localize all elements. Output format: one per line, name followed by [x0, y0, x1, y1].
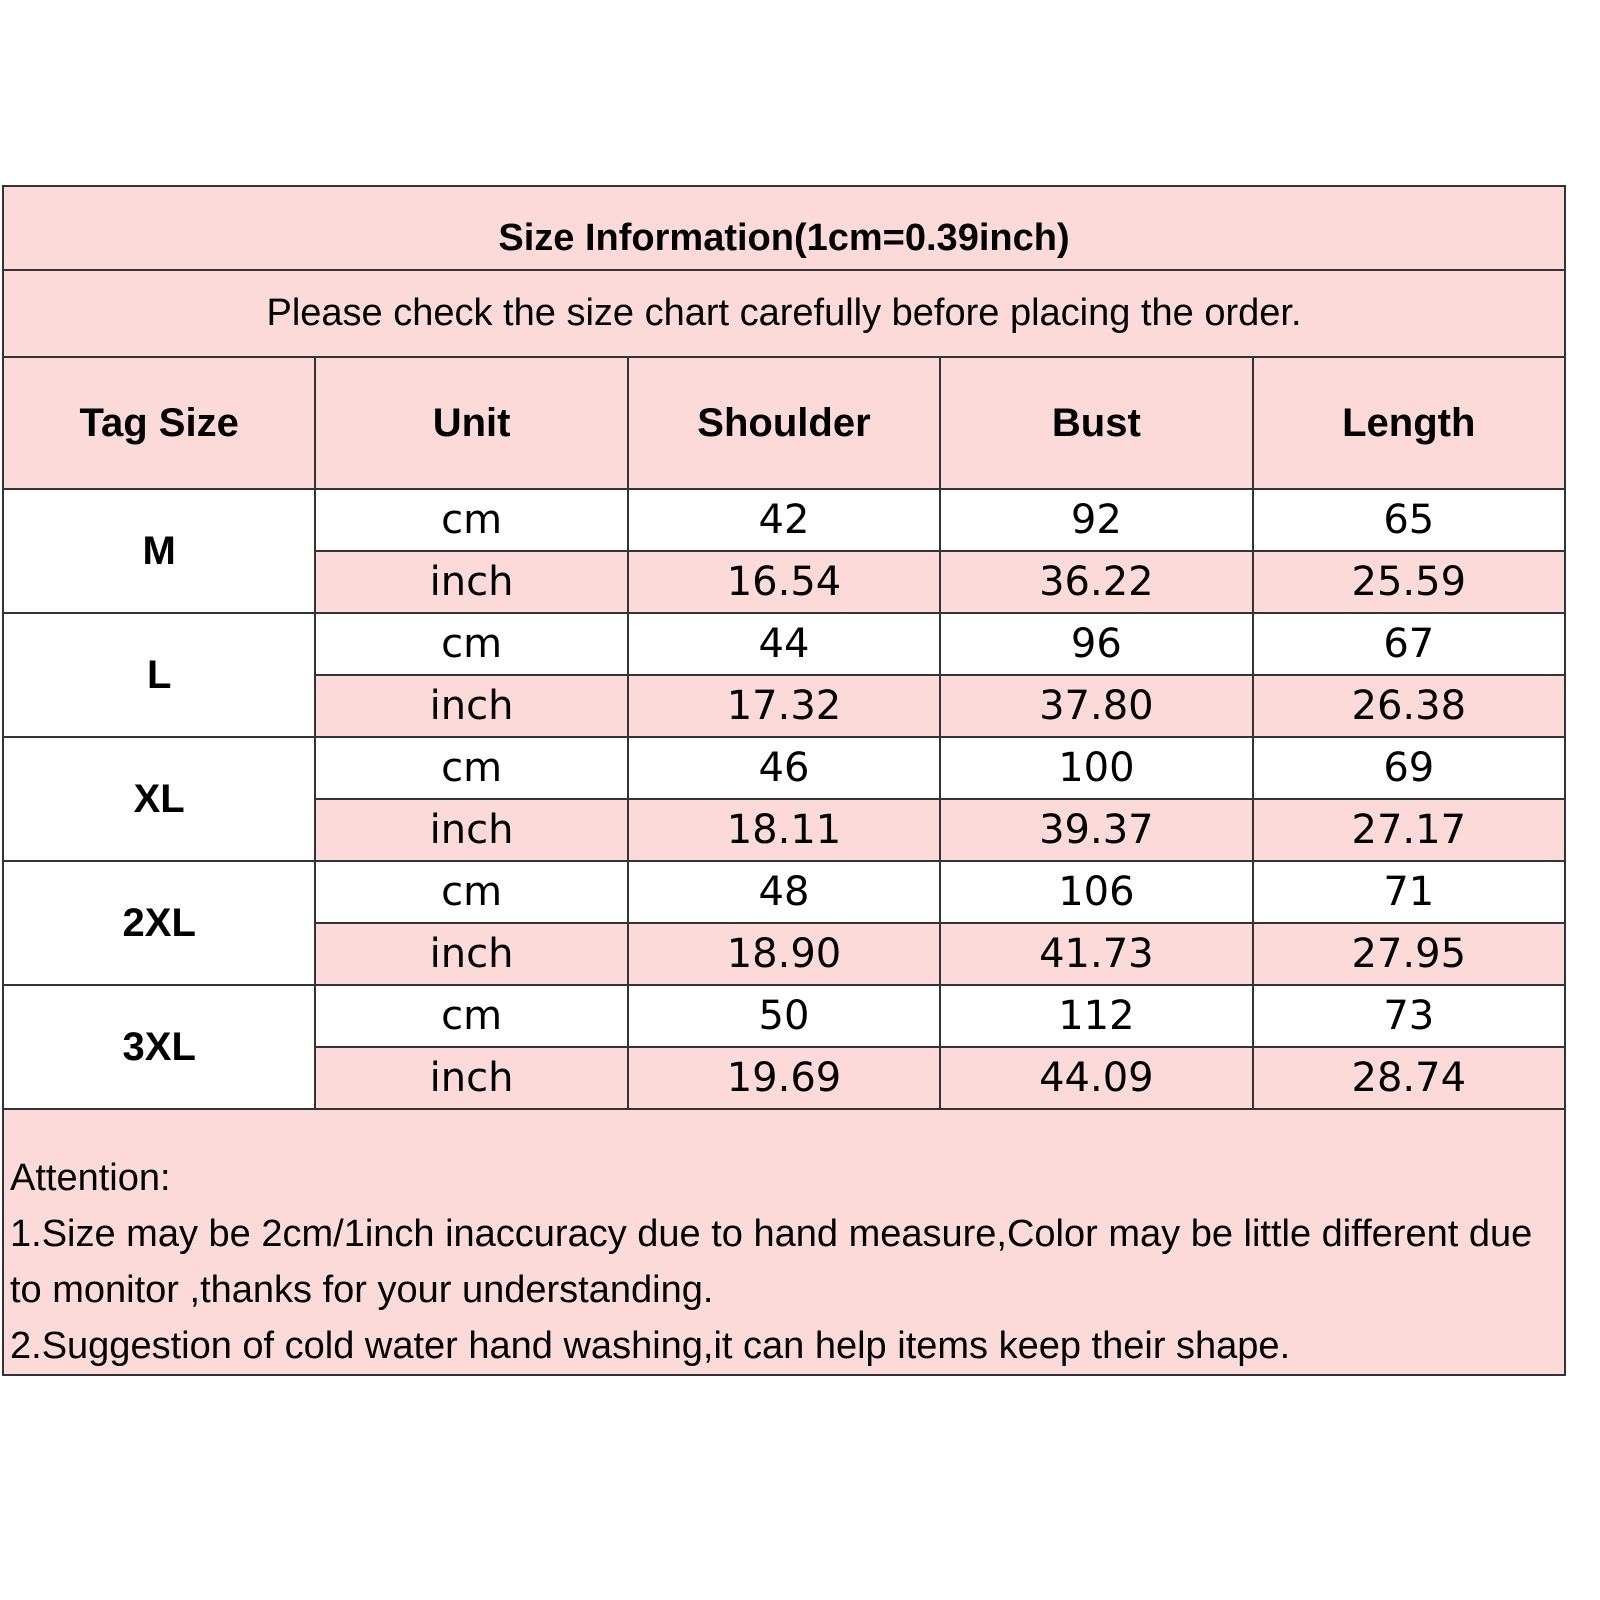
- length-cell: 25.59: [1251, 550, 1567, 614]
- bust-cell: 96: [939, 612, 1254, 676]
- table-row: inch 17.32 37.80 26.38: [3, 674, 1567, 738]
- bust-cell: 39.37: [939, 798, 1254, 862]
- bust-cell: 112: [939, 984, 1254, 1048]
- bust-cell: 100: [939, 736, 1254, 800]
- unit-cell: cm: [314, 736, 629, 800]
- length-cell: 28.74: [1251, 1046, 1567, 1110]
- tag-size-cell: L: [1, 612, 317, 738]
- attention-heading: Attention:: [10, 1157, 171, 1199]
- length-cell: 27.17: [1251, 798, 1567, 862]
- length-cell: 71: [1251, 860, 1567, 924]
- header-shoulder: Shoulder: [626, 356, 942, 490]
- unit-cell: inch: [314, 550, 629, 614]
- tag-size-cell: 3XL: [1, 984, 317, 1110]
- length-cell: 65: [1251, 488, 1567, 552]
- length-cell: 69: [1251, 736, 1567, 800]
- length-cell: 27.95: [1251, 922, 1567, 986]
- size-chart-table: Size Information(1cm=0.39inch) Please ch…: [1, 185, 1567, 1376]
- shoulder-cell: 18.11: [626, 798, 942, 862]
- header-unit: Unit: [314, 356, 629, 490]
- length-cell: 26.38: [1251, 674, 1567, 738]
- shoulder-cell: 48: [626, 860, 942, 924]
- unit-cell: cm: [314, 612, 629, 676]
- bust-cell: 106: [939, 860, 1254, 924]
- header-length: Length: [1251, 356, 1567, 490]
- table-row: inch 19.69 44.09 28.74: [3, 1046, 1567, 1110]
- bust-cell: 41.73: [939, 922, 1254, 986]
- bust-cell: 44.09: [939, 1046, 1254, 1110]
- length-cell: 67: [1251, 612, 1567, 676]
- table-title: Size Information(1cm=0.39inch): [2, 185, 1566, 271]
- unit-cell: cm: [314, 488, 629, 552]
- table-row: inch 16.54 36.22 25.59: [3, 550, 1567, 614]
- bust-cell: 92: [939, 488, 1254, 552]
- table-row: 2XL cm 48 106 71: [1, 860, 1567, 986]
- unit-cell: inch: [314, 798, 629, 862]
- table-row: XL cm 46 100 69: [1, 736, 1567, 862]
- shoulder-cell: 50: [626, 984, 942, 1048]
- attention-note: Attention: 1.Size may be 2cm/1inch inacc…: [2, 1108, 1566, 1376]
- table-row: 3XL cm 50 112 73: [1, 984, 1567, 1110]
- table-row: inch 18.11 39.37 27.17: [3, 798, 1567, 862]
- tag-size-cell: M: [1, 488, 317, 614]
- attention-line-2: 2.Suggestion of cold water hand washing,…: [10, 1325, 1291, 1367]
- table-row: inch 18.90 41.73 27.95: [3, 922, 1567, 986]
- shoulder-cell: 17.32: [626, 674, 942, 738]
- shoulder-cell: 44: [626, 612, 942, 676]
- shoulder-cell: 19.69: [626, 1046, 942, 1110]
- tag-size-cell: XL: [1, 736, 317, 862]
- header-row: Tag Size Unit Shoulder Bust Length: [1, 356, 1567, 490]
- unit-cell: cm: [314, 984, 629, 1048]
- bust-cell: 37.80: [939, 674, 1254, 738]
- header-bust: Bust: [939, 356, 1254, 490]
- shoulder-cell: 18.90: [626, 922, 942, 986]
- length-cell: 73: [1251, 984, 1567, 1048]
- unit-cell: inch: [314, 1046, 629, 1110]
- header-tag-size: Tag Size: [1, 356, 317, 490]
- shoulder-cell: 16.54: [626, 550, 942, 614]
- unit-cell: inch: [314, 674, 629, 738]
- bust-cell: 36.22: [939, 550, 1254, 614]
- tag-size-cell: 2XL: [1, 860, 317, 986]
- shoulder-cell: 42: [626, 488, 942, 552]
- unit-cell: inch: [314, 922, 629, 986]
- unit-cell: cm: [314, 860, 629, 924]
- shoulder-cell: 46: [626, 736, 942, 800]
- table-subtitle: Please check the size chart carefully be…: [2, 269, 1566, 358]
- attention-line-1: 1.Size may be 2cm/1inch inaccuracy due t…: [10, 1213, 1533, 1311]
